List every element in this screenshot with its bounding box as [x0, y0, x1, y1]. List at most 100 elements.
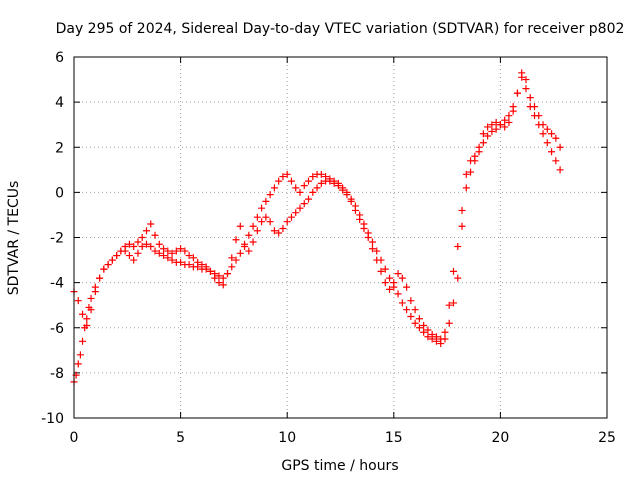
- data-point: [219, 281, 227, 289]
- data-point: [386, 285, 394, 293]
- data-point: [202, 263, 210, 271]
- data-point: [121, 243, 129, 251]
- data-point: [241, 243, 249, 251]
- data-point: [317, 179, 325, 187]
- data-point: [283, 218, 291, 226]
- data-point: [130, 256, 138, 264]
- data-point: [292, 184, 300, 192]
- data-point: [305, 195, 313, 203]
- data-point: [509, 107, 517, 115]
- data-point: [262, 197, 270, 205]
- data-point: [309, 173, 317, 181]
- data-point: [185, 261, 193, 269]
- data-point: [407, 297, 415, 305]
- data-point: [279, 224, 287, 232]
- data-point: [219, 274, 227, 282]
- data-point: [262, 213, 270, 221]
- data-point: [275, 177, 283, 185]
- data-point: [172, 247, 180, 255]
- data-point: [501, 123, 509, 131]
- data-point: [373, 247, 381, 255]
- data-point: [381, 265, 389, 273]
- data-point: [492, 125, 500, 133]
- y-tick-label: 0: [55, 185, 64, 201]
- data-point: [164, 247, 172, 255]
- data-point: [484, 132, 492, 140]
- x-axis-label: GPS time / hours: [281, 458, 398, 474]
- data-point: [339, 186, 347, 194]
- data-point: [386, 274, 394, 282]
- data-point: [108, 256, 116, 264]
- data-point: [360, 224, 368, 232]
- data-point: [287, 213, 295, 221]
- data-point: [428, 331, 436, 339]
- x-tick-label: 25: [598, 430, 616, 446]
- y-tick-label: 4: [55, 95, 64, 111]
- data-point: [368, 238, 376, 246]
- data-point: [403, 306, 411, 314]
- data-point: [134, 238, 142, 246]
- data-point: [317, 170, 325, 178]
- data-point: [228, 263, 236, 271]
- data-point: [258, 204, 266, 212]
- data-point: [377, 267, 385, 275]
- data-point: [424, 333, 432, 341]
- data-point: [479, 139, 487, 147]
- data-point: [245, 247, 253, 255]
- data-point: [449, 299, 457, 307]
- data-point: [543, 125, 551, 133]
- data-point: [177, 258, 185, 266]
- data-point: [334, 182, 342, 190]
- plot-frame: [73, 56, 608, 419]
- data-point: [245, 231, 253, 239]
- y-tick-label: -2: [50, 231, 64, 247]
- x-tick-label: 20: [491, 430, 509, 446]
- data-point: [266, 191, 274, 199]
- data-point: [505, 118, 513, 126]
- y-tick-label: 6: [55, 50, 64, 66]
- data-point: [548, 148, 556, 156]
- data-point: [398, 274, 406, 282]
- data-point: [292, 209, 300, 217]
- data-point: [420, 328, 428, 336]
- data-point: [488, 121, 496, 129]
- data-points: [70, 69, 564, 386]
- data-point: [556, 143, 564, 151]
- data-point: [364, 234, 372, 241]
- data-point: [74, 297, 82, 305]
- data-point: [309, 188, 317, 196]
- data-point: [142, 227, 150, 235]
- data-point: [258, 218, 266, 226]
- data-point: [475, 143, 483, 151]
- data-point: [147, 220, 155, 228]
- data-point: [539, 121, 547, 129]
- data-point: [432, 333, 440, 341]
- data-point: [552, 157, 560, 165]
- data-point: [142, 240, 150, 248]
- data-point: [488, 127, 496, 135]
- data-point: [467, 168, 475, 176]
- y-tick-label: -8: [50, 366, 64, 382]
- data-point: [471, 152, 479, 160]
- data-point: [296, 188, 304, 196]
- data-point: [117, 247, 125, 255]
- data-point: [518, 69, 526, 77]
- data-point: [420, 321, 428, 329]
- data-point: [394, 290, 402, 298]
- data-point: [266, 218, 274, 226]
- data-point: [522, 76, 530, 84]
- data-point: [125, 240, 133, 248]
- data-point: [181, 247, 189, 255]
- data-point: [300, 182, 308, 190]
- data-point: [492, 118, 500, 126]
- data-point: [138, 234, 146, 241]
- data-point: [467, 157, 475, 165]
- data-point: [535, 112, 543, 120]
- data-point: [76, 351, 84, 359]
- data-point: [496, 121, 504, 129]
- data-point: [305, 177, 313, 185]
- data-point: [249, 238, 257, 246]
- data-point: [445, 319, 453, 327]
- data-point: [91, 288, 99, 296]
